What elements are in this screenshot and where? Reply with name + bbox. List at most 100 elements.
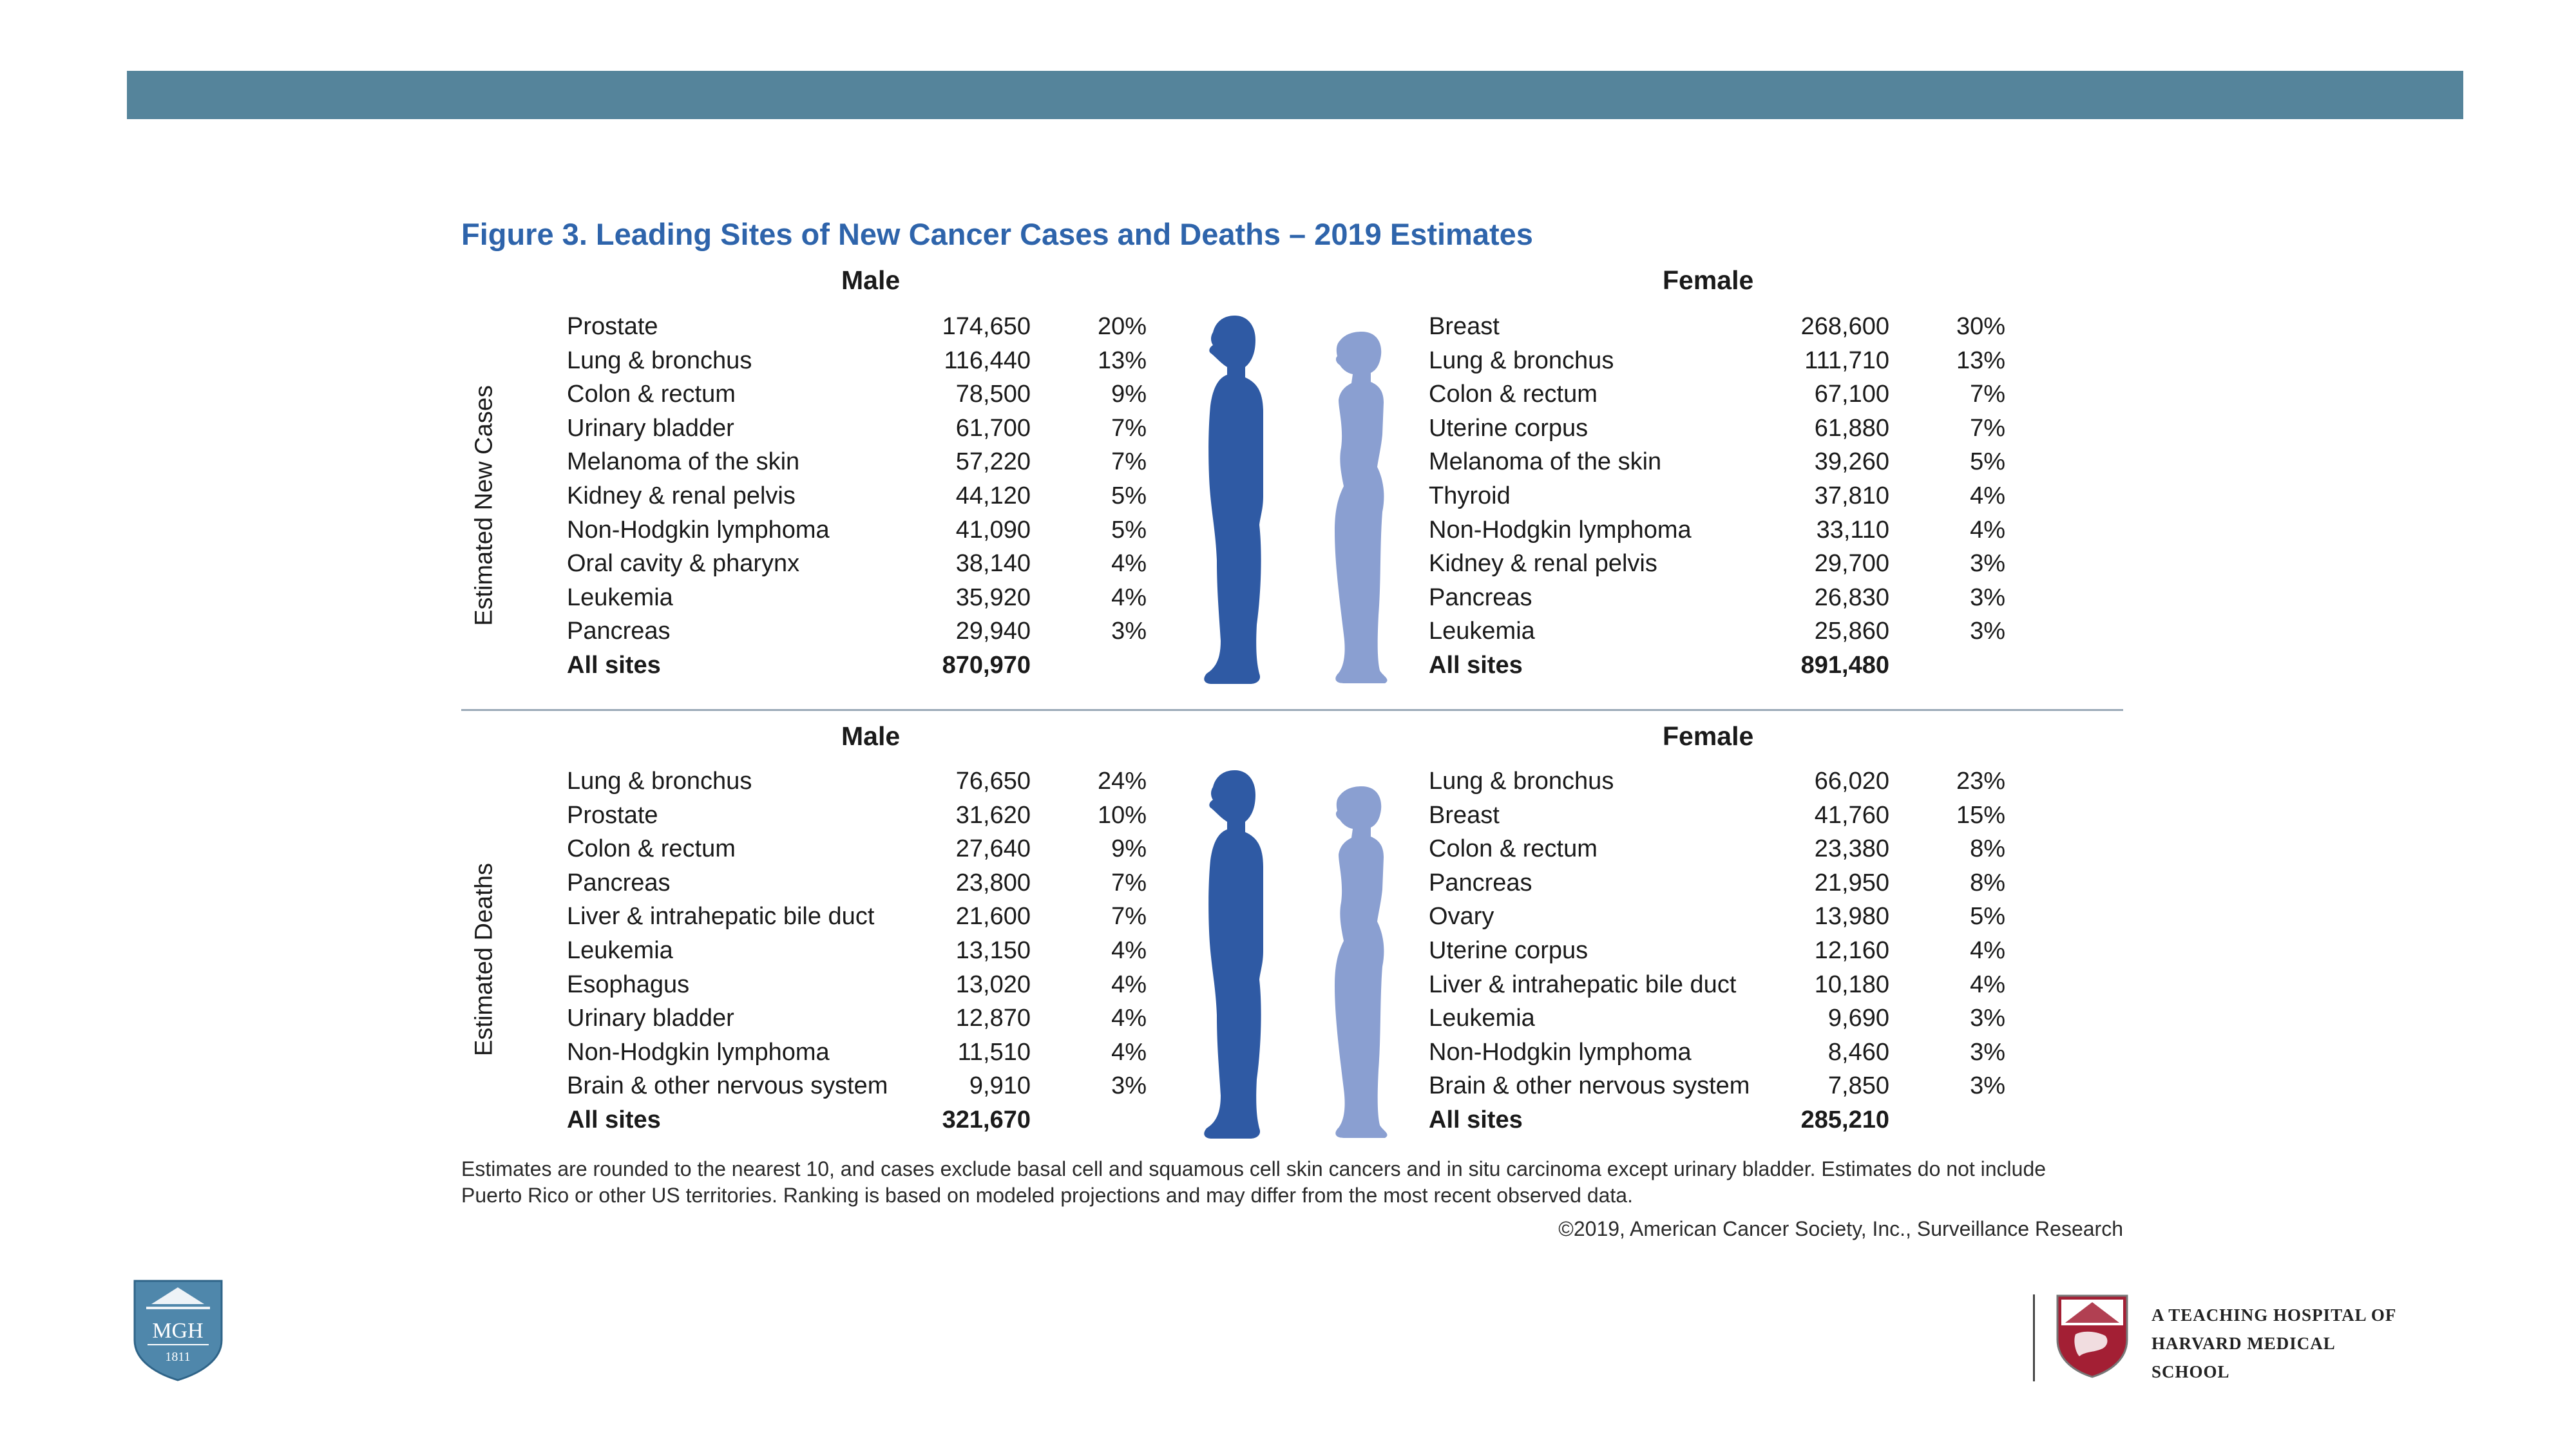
- table-row: Prostate 31,620 10%: [567, 799, 1147, 832]
- site-name: All sites: [1429, 652, 1523, 679]
- percent-value: 10%: [1097, 801, 1147, 829]
- table-row: Uterine corpus 12,160 4%: [1429, 934, 2005, 967]
- case-count: 33,110: [1816, 516, 1889, 544]
- cases-male-header: Male: [841, 265, 901, 295]
- table-row: Lung & bronchus 66,020 23%: [1429, 764, 2005, 798]
- site-name: Pancreas: [1429, 583, 1532, 611]
- case-count: 8,460: [1827, 1038, 1889, 1066]
- table-row: Brain & other nervous system 7,850 3%: [1429, 1069, 2005, 1103]
- case-count: 111,710: [1804, 346, 1889, 374]
- mgh-logo-year: 1811: [165, 1350, 190, 1364]
- site-name: Pancreas: [567, 869, 671, 896]
- case-count: 44,120: [955, 482, 1031, 509]
- site-name: Liver & intrahepatic bile duct: [1429, 971, 1737, 998]
- site-name: Thyroid: [1429, 482, 1511, 509]
- table-row: Pancreas 21,950 8%: [1429, 866, 2005, 900]
- case-count: 26,830: [1814, 583, 1889, 611]
- percent-value: 3%: [1970, 1072, 2005, 1100]
- mgh-shield-logo: MGH 1811: [133, 1280, 223, 1381]
- percent-value: 5%: [1970, 448, 2005, 476]
- site-name: Leukemia: [1429, 618, 1535, 645]
- table-row: Melanoma of the skin 57,220 7%: [567, 445, 1147, 478]
- table-row: Urinary bladder 12,870 4%: [567, 1001, 1147, 1035]
- table-row: Pancreas 29,940 3%: [567, 614, 1147, 648]
- case-count: 21,600: [955, 903, 1031, 931]
- percent-value: 8%: [1970, 869, 2005, 896]
- site-name: Esophagus: [567, 971, 690, 998]
- site-name: Non-Hodgkin lymphoma: [1429, 516, 1692, 544]
- percent-value: 4%: [1111, 1005, 1147, 1032]
- table-row: Ovary 13,980 5%: [1429, 900, 2005, 933]
- site-name: Prostate: [567, 801, 658, 829]
- female-silhouette-icon: [1335, 786, 1388, 1138]
- percent-value: 3%: [1970, 1038, 2005, 1066]
- case-count: 9,910: [969, 1072, 1031, 1100]
- case-count: 57,220: [955, 448, 1031, 476]
- male-silhouette-icon: [1204, 316, 1263, 684]
- header-bar: [127, 71, 2463, 119]
- table-row: Leukemia 25,860 3%: [1429, 614, 2005, 648]
- case-count: 29,940: [955, 618, 1031, 645]
- case-count: 37,810: [1814, 482, 1889, 509]
- percent-value: 7%: [1970, 381, 2005, 408]
- site-name: Pancreas: [567, 618, 671, 645]
- case-count: 268,600: [1800, 313, 1889, 340]
- site-name: Ovary: [1429, 903, 1494, 931]
- site-name: Melanoma of the skin: [567, 448, 800, 476]
- total-row: All sites 285,210: [1429, 1103, 2005, 1137]
- case-count: 78,500: [955, 381, 1031, 408]
- table-row: Breast 41,760 15%: [1429, 799, 2005, 832]
- site-name: Colon & rectum: [1429, 835, 1598, 863]
- site-name: Urinary bladder: [567, 414, 734, 442]
- percent-value: 3%: [1111, 1072, 1147, 1100]
- copyright: ©2019, American Cancer Society, Inc., Su…: [1558, 1217, 2123, 1240]
- percent-value: 5%: [1970, 903, 2005, 931]
- site-name: All sites: [567, 652, 661, 679]
- case-count: 23,380: [1814, 835, 1889, 863]
- site-name: Leukemia: [1429, 1005, 1535, 1032]
- percent-value: 5%: [1111, 482, 1147, 509]
- site-name: Lung & bronchus: [1429, 768, 1614, 795]
- case-count: 9,690: [1827, 1005, 1889, 1032]
- female-silhouette-icon: [1335, 332, 1388, 683]
- case-count: 39,260: [1814, 448, 1889, 476]
- case-count: 13,980: [1814, 903, 1889, 931]
- cases-female-header: Female: [1663, 265, 1754, 295]
- site-name: Kidney & renal pelvis: [1429, 550, 1657, 578]
- site-name: Lung & bronchus: [567, 768, 752, 795]
- site-name: Urinary bladder: [567, 1005, 734, 1032]
- table-row: Lung & bronchus 76,650 24%: [567, 764, 1147, 798]
- case-count: 11,510: [957, 1038, 1031, 1066]
- percent-value: 4%: [1111, 583, 1147, 611]
- percent-value: 3%: [1970, 550, 2005, 578]
- logo-divider: [2033, 1294, 2035, 1381]
- harvard-shield-icon: [2056, 1294, 2128, 1378]
- footnote-line-2: Puerto Rico or other US territories. Ran…: [461, 1184, 1633, 1207]
- case-count: 23,800: [955, 869, 1031, 896]
- table-row: Pancreas 26,830 3%: [1429, 581, 2005, 614]
- percent-value: 4%: [1970, 516, 2005, 544]
- case-count: 870,970: [942, 652, 1031, 679]
- site-name: Uterine corpus: [1429, 937, 1589, 964]
- case-count: 285,210: [1800, 1106, 1889, 1133]
- deaths-side-label: Estimated Deaths: [470, 863, 498, 1056]
- case-count: 35,920: [955, 583, 1031, 611]
- site-name: Lung & bronchus: [1429, 346, 1614, 374]
- table-row: Esophagus 13,020 4%: [567, 968, 1147, 1001]
- harvard-affiliation-text: A TEACHING HOSPITAL OF HARVARD MEDICAL S…: [2151, 1301, 2396, 1386]
- harvard-text-line: SCHOOL: [2151, 1362, 2230, 1381]
- case-count: 891,480: [1800, 652, 1889, 679]
- deaths-female-header: Female: [1663, 721, 1754, 751]
- table-row: Brain & other nervous system 9,910 3%: [567, 1069, 1147, 1103]
- percent-value: 4%: [1970, 482, 2005, 509]
- site-name: All sites: [1429, 1106, 1523, 1133]
- site-name: Non-Hodgkin lymphoma: [567, 516, 830, 544]
- table-row: Oral cavity & pharynx 38,140 4%: [567, 547, 1147, 580]
- case-count: 13,020: [955, 971, 1031, 998]
- site-name: Kidney & renal pelvis: [567, 482, 796, 509]
- percent-value: 13%: [1956, 346, 2005, 374]
- site-name: Colon & rectum: [1429, 381, 1598, 408]
- table-row: Colon & rectum 67,100 7%: [1429, 377, 2005, 411]
- site-name: Uterine corpus: [1429, 414, 1589, 442]
- case-count: 41,090: [955, 516, 1031, 544]
